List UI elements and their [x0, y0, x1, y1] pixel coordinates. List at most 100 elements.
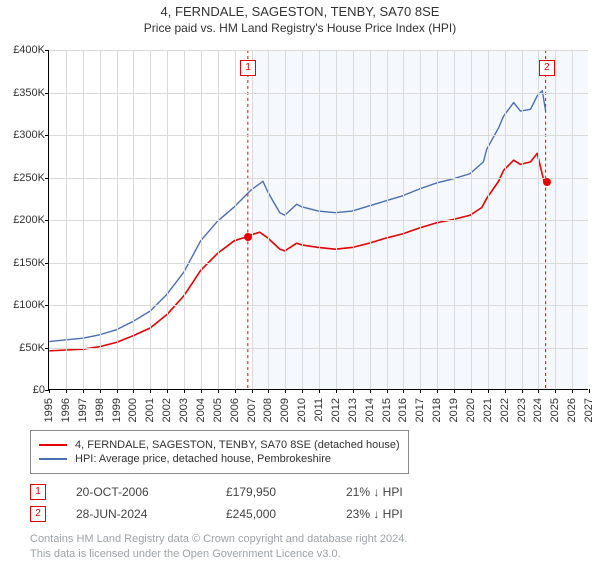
- xtick-label: 2012: [330, 398, 342, 422]
- event-marker-2: 2: [539, 60, 555, 76]
- xtick-label: 2013: [347, 398, 359, 422]
- xtick: [505, 389, 506, 393]
- xtick: [235, 389, 236, 393]
- xtick-label: 2011: [313, 398, 325, 422]
- attribution: Contains HM Land Registry data © Crown c…: [30, 532, 570, 562]
- gridline-v: [505, 50, 506, 389]
- xtick: [49, 389, 50, 393]
- xtick: [302, 389, 303, 393]
- gridline-v: [66, 50, 67, 389]
- xtick-label: 2027: [583, 398, 595, 422]
- ytick-label: £200K: [1, 214, 45, 226]
- legend-swatch: [39, 458, 67, 460]
- event-dot-1: [244, 233, 252, 241]
- gridline-v: [285, 50, 286, 389]
- gridline-v: [336, 50, 337, 389]
- marker-row-delta: 23% ↓ HPI: [346, 507, 403, 521]
- xtick-label: 2016: [397, 398, 409, 422]
- xtick: [471, 389, 472, 393]
- xtick: [454, 389, 455, 393]
- marker-row-price: £245,000: [226, 507, 316, 521]
- xtick-label: 2025: [549, 398, 561, 422]
- xtick: [117, 389, 118, 393]
- xtick: [100, 389, 101, 393]
- xtick: [572, 389, 573, 393]
- attribution-line1: Contains HM Land Registry data © Crown c…: [30, 532, 570, 547]
- marker-row-num: 2: [30, 506, 46, 522]
- xtick-label: 2003: [178, 398, 190, 422]
- xtick-label: 2023: [516, 398, 528, 422]
- marker-row-price: £179,950: [226, 485, 316, 499]
- xtick-label: 2005: [212, 398, 224, 422]
- gridline-v: [201, 50, 202, 389]
- event-marker-1: 1: [240, 60, 256, 76]
- plot-region: £0£50K£100K£150K£200K£250K£300K£350K£400…: [48, 50, 588, 390]
- xtick: [522, 389, 523, 393]
- chart-container: 4, FERNDALE, SAGESTON, TENBY, SA70 8SE P…: [0, 0, 600, 560]
- xtick: [370, 389, 371, 393]
- legend-item: 4, FERNDALE, SAGESTON, TENBY, SA70 8SE (…: [39, 439, 400, 451]
- xtick: [353, 389, 354, 393]
- gridline-v: [167, 50, 168, 389]
- legend-item: HPI: Average price, detached house, Pemb…: [39, 453, 400, 465]
- xtick-label: 2001: [144, 398, 156, 422]
- xtick-label: 2008: [262, 398, 274, 422]
- markers-table: 120-OCT-2006£179,95021% ↓ HPI228-JUN-202…: [30, 484, 570, 522]
- xtick: [589, 389, 590, 393]
- legend-label: HPI: Average price, detached house, Pemb…: [75, 453, 331, 465]
- gridline-v: [370, 50, 371, 389]
- gridline-v: [387, 50, 388, 389]
- legend-box: 4, FERNDALE, SAGESTON, TENBY, SA70 8SE (…: [30, 430, 409, 474]
- ytick-label: £400K: [1, 44, 45, 56]
- xtick-label: 1999: [111, 398, 123, 422]
- xtick-label: 2017: [414, 398, 426, 422]
- gridline-v: [133, 50, 134, 389]
- gridline-v: [572, 50, 573, 389]
- ytick-label: £250K: [1, 172, 45, 184]
- attribution-line2: This data is licensed under the Open Gov…: [30, 547, 570, 562]
- xtick-label: 2007: [246, 398, 258, 422]
- xtick: [488, 389, 489, 393]
- xtick: [167, 389, 168, 393]
- xtick-label: 2000: [127, 398, 139, 422]
- title-block: 4, FERNDALE, SAGESTON, TENBY, SA70 8SE P…: [0, 0, 600, 35]
- xtick-label: 2002: [161, 398, 173, 422]
- marker-row-date: 20-OCT-2006: [76, 485, 196, 499]
- below-chart: 4, FERNDALE, SAGESTON, TENBY, SA70 8SE (…: [30, 430, 570, 562]
- gridline-v: [522, 50, 523, 389]
- xtick-label: 2019: [448, 398, 460, 422]
- xtick-label: 2014: [364, 398, 376, 422]
- xtick: [133, 389, 134, 393]
- event-dot-2: [543, 178, 551, 186]
- marker-row: 228-JUN-2024£245,00023% ↓ HPI: [30, 506, 570, 522]
- gridline-v: [471, 50, 472, 389]
- ytick-label: £150K: [1, 257, 45, 269]
- xtick: [285, 389, 286, 393]
- gridline-v: [319, 50, 320, 389]
- xtick: [218, 389, 219, 393]
- ytick-label: £0: [1, 384, 45, 396]
- gridline-v: [184, 50, 185, 389]
- title-sub: Price paid vs. HM Land Registry's House …: [0, 21, 600, 35]
- gridline-v: [555, 50, 556, 389]
- xtick: [150, 389, 151, 393]
- xtick-label: 1997: [77, 398, 89, 422]
- marker-row: 120-OCT-2006£179,95021% ↓ HPI: [30, 484, 570, 500]
- ytick-label: £50K: [1, 342, 45, 354]
- gridline-v: [150, 50, 151, 389]
- gridline-v: [100, 50, 101, 389]
- ytick-label: £350K: [1, 87, 45, 99]
- gridline-v: [538, 50, 539, 389]
- gridline-v: [353, 50, 354, 389]
- xtick: [403, 389, 404, 393]
- gridline-v: [302, 50, 303, 389]
- xtick-label: 2021: [482, 398, 494, 422]
- legend-swatch: [39, 444, 67, 446]
- gridline-v: [218, 50, 219, 389]
- gridline-v: [235, 50, 236, 389]
- xtick: [252, 389, 253, 393]
- ytick-label: £300K: [1, 129, 45, 141]
- xtick-label: 2024: [532, 398, 544, 422]
- marker-row-num: 1: [30, 484, 46, 500]
- xtick: [184, 389, 185, 393]
